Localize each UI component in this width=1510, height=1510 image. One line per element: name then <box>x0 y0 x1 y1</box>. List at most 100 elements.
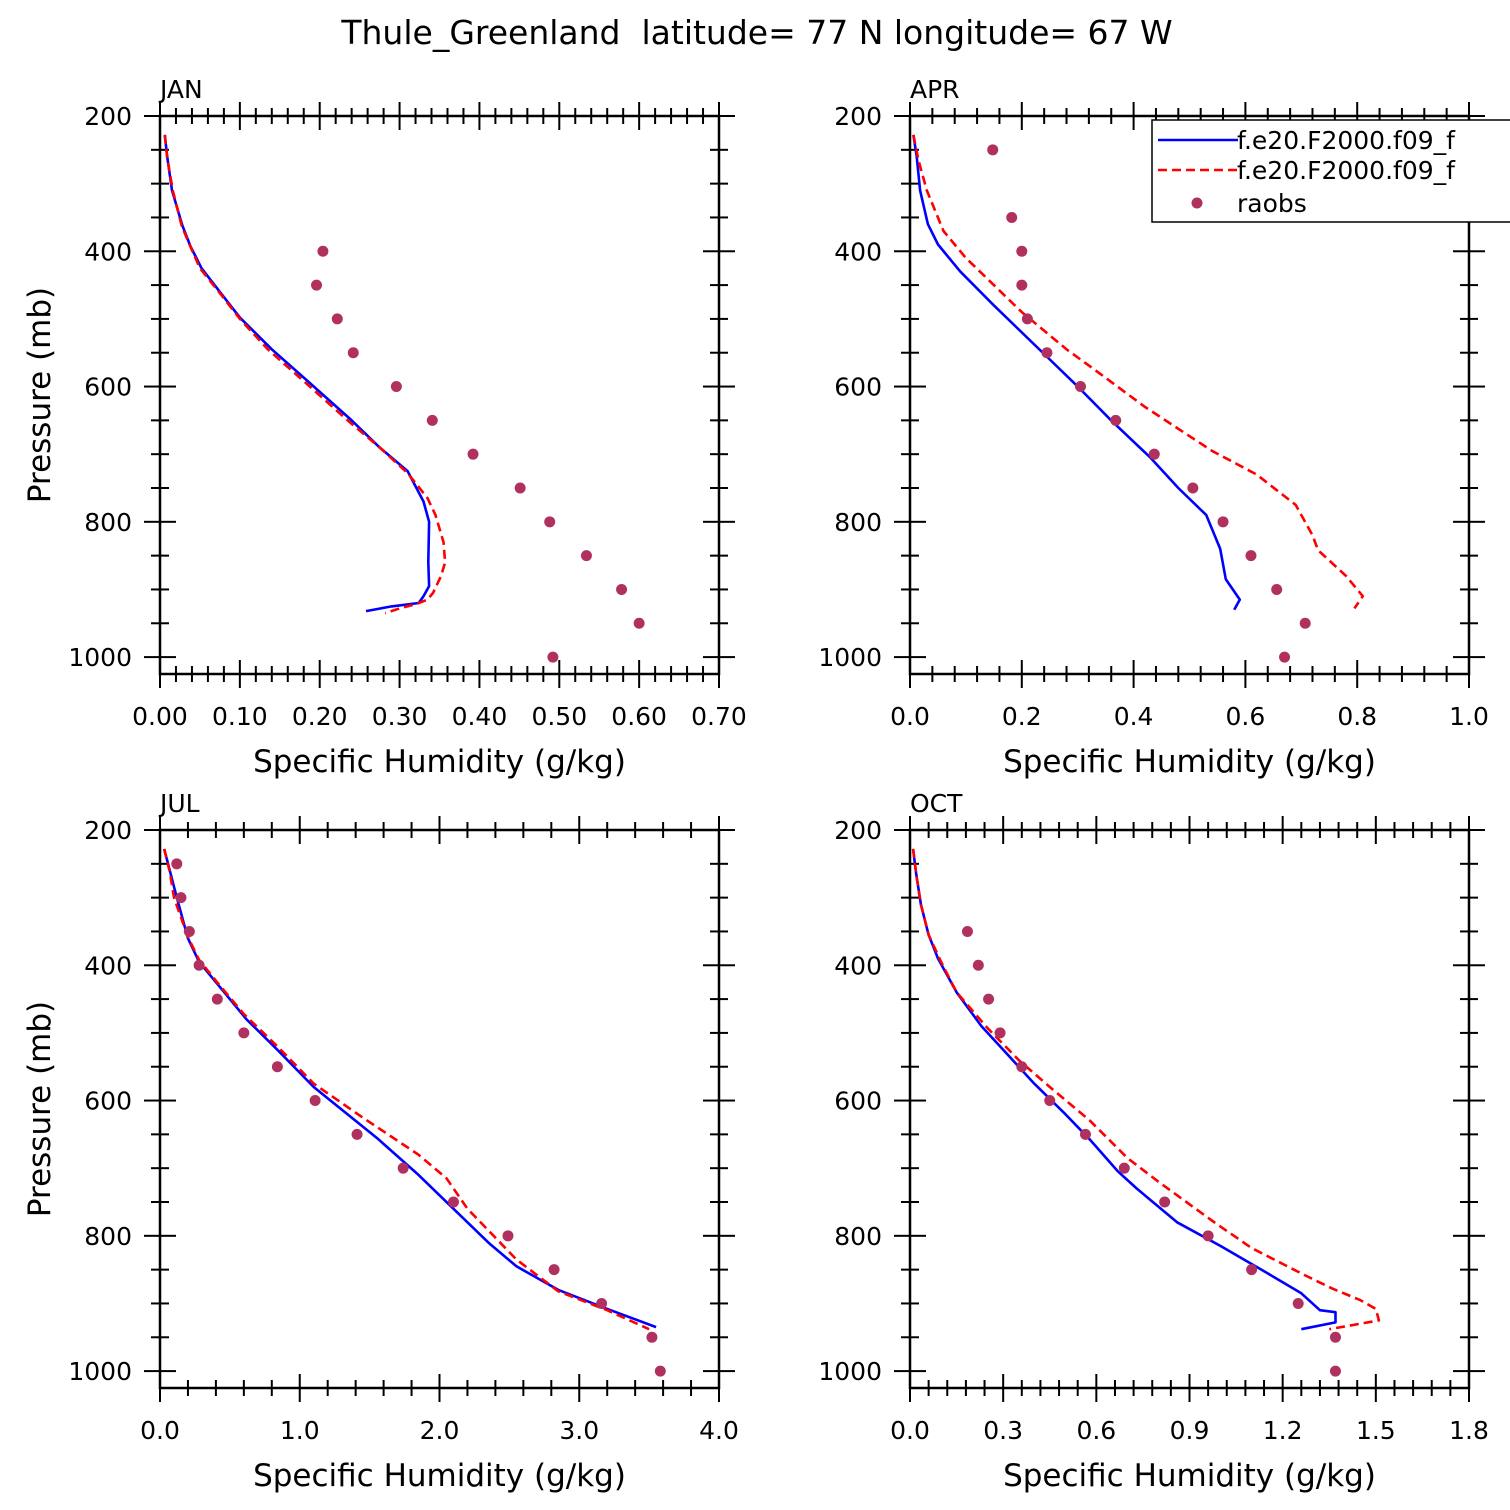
legend-box <box>1151 119 1510 223</box>
series-line-dashed <box>911 848 1381 1331</box>
y-tick-label: 1000 <box>818 1357 882 1386</box>
raobs-point <box>390 381 402 393</box>
y-tick-label: 1000 <box>68 643 132 672</box>
legend-swatch-marker <box>1191 197 1203 209</box>
raobs-point <box>1292 1297 1304 1309</box>
x-tick-label: 0.10 <box>212 702 268 731</box>
raobs-point <box>983 993 995 1005</box>
raobs-point <box>1021 313 1033 325</box>
legend-label: f.e20.F2000.f09_f <box>1237 156 1456 185</box>
raobs-point <box>397 1162 409 1174</box>
raobs-point <box>238 1027 250 1039</box>
y-tick-label: 400 <box>84 951 132 980</box>
raobs-point <box>547 651 559 663</box>
x-tick-label: 3.0 <box>559 1416 599 1445</box>
raobs-point <box>1187 482 1199 494</box>
raobs-point <box>183 925 195 937</box>
plot-frame <box>158 114 721 676</box>
y-tick-label: 600 <box>84 373 132 402</box>
x-tick-label: 1.0 <box>1449 702 1489 731</box>
x-tick-label: 0.20 <box>292 702 348 731</box>
plot-frame <box>908 114 1471 676</box>
y-tick-label: 1000 <box>818 643 882 672</box>
raobs-point <box>502 1230 514 1242</box>
y-tick-label: 200 <box>834 816 882 845</box>
y-tick-label: 200 <box>84 816 132 845</box>
panel-label: JUL <box>158 789 200 818</box>
raobs-point <box>646 1331 658 1343</box>
panel-jan: JAN 0.00 0.10 0.20 0.30 0.40 0.50 0.60 0.70 200 40… <box>22 75 747 780</box>
raobs-point <box>1074 381 1086 393</box>
raobs-point <box>1079 1128 1091 1140</box>
raobs-point <box>175 892 187 904</box>
x-tick-label: 0.0 <box>140 1416 180 1445</box>
raobs-point <box>1016 279 1028 291</box>
x-tick-label: 4.0 <box>699 1416 739 1445</box>
raobs-point <box>317 245 329 257</box>
raobs-point <box>1148 448 1160 460</box>
raobs-point <box>1006 211 1018 223</box>
panels: JAN 0.00 0.10 0.20 0.30 0.40 0.50 0.60 0.70 200 40… <box>22 75 1489 1494</box>
raobs-point <box>548 1264 560 1276</box>
raobs-point <box>1016 1061 1028 1073</box>
y-tick-label: 600 <box>834 1087 882 1116</box>
raobs-point <box>1118 1162 1130 1174</box>
series-line-dashed <box>163 134 447 615</box>
raobs-point <box>1110 414 1122 426</box>
x-tick-label: 0.6 <box>1226 702 1266 731</box>
raobs-point <box>580 550 592 562</box>
raobs-point <box>987 144 999 156</box>
raobs-point <box>1159 1196 1171 1208</box>
x-tick-label: 0.2 <box>1002 702 1042 731</box>
y-tick-label: 800 <box>834 1222 882 1251</box>
raobs-point <box>1041 347 1053 359</box>
x-tick-label: 0.30 <box>372 702 428 731</box>
x-tick-label: 1.0 <box>280 1416 320 1445</box>
raobs-point <box>351 1128 363 1140</box>
raobs-point <box>171 858 183 870</box>
raobs-point <box>514 482 526 494</box>
raobs-point <box>972 959 984 971</box>
raobs-point <box>1279 651 1291 663</box>
raobs-point <box>1016 245 1028 257</box>
raobs-point <box>1246 1264 1258 1276</box>
raobs-point <box>467 448 479 460</box>
panel-label: APR <box>910 75 960 104</box>
raobs-point <box>544 516 556 528</box>
raobs-point <box>447 1196 459 1208</box>
x-tick-label: 0.9 <box>1170 1416 1210 1445</box>
y-tick-label: 400 <box>84 237 132 266</box>
raobs-point <box>309 1095 321 1107</box>
x-axis-label: Specific Humidity (g/kg) <box>253 1458 626 1494</box>
series-line-dashed <box>912 134 1365 610</box>
x-tick-label: 0.00 <box>132 702 188 731</box>
raobs-point <box>1329 1365 1341 1377</box>
raobs-point <box>616 583 628 595</box>
raobs-point <box>193 959 205 971</box>
raobs-point <box>1329 1331 1341 1343</box>
raobs-point <box>1299 617 1311 629</box>
x-tick-label: 0.60 <box>611 702 667 731</box>
legend-label: raobs <box>1237 189 1307 218</box>
y-tick-label: 400 <box>834 951 882 980</box>
y-tick-label: 800 <box>84 508 132 537</box>
x-tick-label: 2.0 <box>420 1416 460 1445</box>
x-tick-label: 0.8 <box>1337 702 1377 731</box>
raobs-point <box>596 1297 608 1309</box>
raobs-point <box>1271 583 1283 595</box>
x-tick-label: 0.6 <box>1076 1416 1116 1445</box>
x-tick-label: 0.0 <box>890 1416 930 1445</box>
x-tick-label: 0.4 <box>1114 702 1154 731</box>
raobs-point <box>331 313 343 325</box>
y-axis-label: Pressure (mb) <box>22 287 58 503</box>
x-tick-label: 0.40 <box>452 702 508 731</box>
raobs-point <box>633 617 645 629</box>
y-axis-label: Pressure (mb) <box>22 1001 58 1217</box>
x-tick-label: 0.3 <box>983 1416 1023 1445</box>
figure-title: Thule_Greenland latitude= 77 N longitude… <box>340 13 1172 52</box>
x-tick-label: 1.5 <box>1356 1416 1396 1445</box>
raobs-point <box>1044 1095 1056 1107</box>
x-axis-label: Specific Humidity (g/kg) <box>1003 744 1376 780</box>
y-tick-label: 200 <box>84 102 132 131</box>
